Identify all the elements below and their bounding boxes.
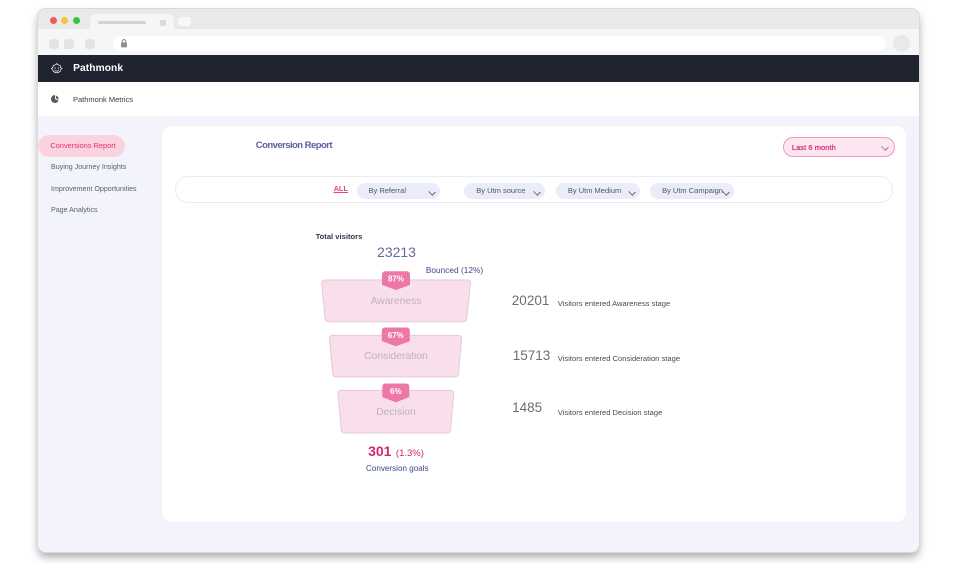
svg-text:87%: 87% — [388, 275, 404, 284]
svg-text:6%: 6% — [390, 387, 402, 396]
svg-text:67%: 67% — [388, 331, 404, 340]
